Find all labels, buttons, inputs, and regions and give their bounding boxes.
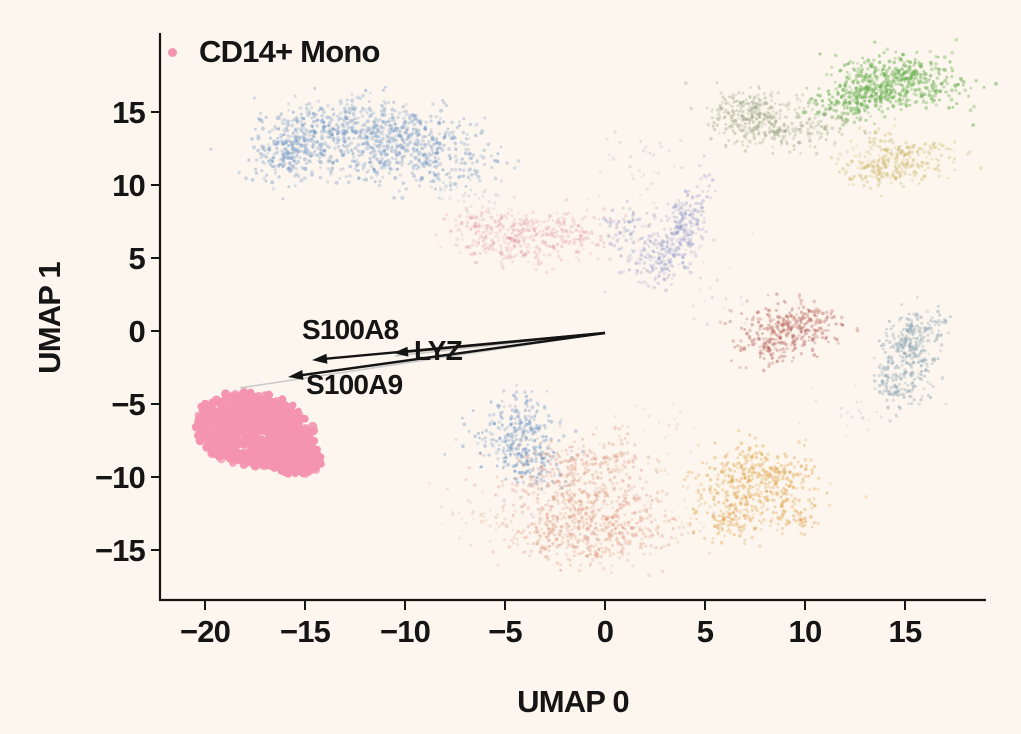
x-tick-label: 10 bbox=[789, 614, 822, 649]
tick-labels: −20 −15 −10 −5 0 5 10 15 −15 −10 −5 0 5 10 15 bbox=[95, 95, 923, 649]
y-tick-label: −15 bbox=[95, 533, 146, 568]
arrowhead-s100a9 bbox=[288, 370, 304, 380]
x-tick-label: −15 bbox=[280, 614, 331, 649]
cluster-slate-far-right bbox=[872, 296, 952, 423]
tick-marks bbox=[151, 111, 906, 610]
y-axis-label: UMAP 1 bbox=[32, 262, 67, 374]
y-tick-label: 10 bbox=[112, 168, 145, 203]
cluster-sage-upper bbox=[679, 81, 897, 156]
arrow-shaft-s100a9 bbox=[296, 331, 606, 377]
x-tick-label: −20 bbox=[180, 614, 230, 649]
arrowhead-s100a8 bbox=[312, 353, 328, 364]
y-tick-label: 5 bbox=[129, 241, 146, 276]
gene-label-s100a8: S100A8 bbox=[302, 314, 399, 345]
legend: CD14+ Mono bbox=[168, 34, 380, 70]
arrow-shaft-lyz bbox=[401, 331, 606, 354]
y-tick-label: 15 bbox=[112, 95, 145, 130]
legend-label-cd14-mono: CD14+ Mono bbox=[199, 34, 380, 69]
x-tick-label: −5 bbox=[488, 614, 522, 649]
gene-arrows bbox=[288, 331, 606, 380]
scatter-points bbox=[191, 38, 998, 578]
cluster-brick-right bbox=[718, 292, 860, 373]
gene-label-s100a9: S100A9 bbox=[306, 369, 403, 400]
gene-label-lyz: LYZ bbox=[414, 335, 463, 366]
legend-marker-cd14-mono bbox=[168, 47, 177, 57]
cluster-green-upper-right bbox=[801, 38, 998, 131]
cluster-outliers-cool bbox=[429, 130, 883, 438]
cluster-salmon-lower bbox=[446, 424, 712, 578]
y-tick-label: −10 bbox=[95, 460, 145, 495]
y-tick-label: 0 bbox=[129, 314, 145, 349]
x-tick-label: 5 bbox=[697, 614, 714, 649]
x-tick-label: 0 bbox=[597, 614, 613, 649]
cluster-khaki-right bbox=[829, 124, 983, 198]
cluster-rose-middle bbox=[434, 195, 640, 274]
cluster-blue-upper-left bbox=[209, 85, 521, 201]
cluster-orange-lower-right bbox=[663, 429, 868, 548]
cluster-lavender-middle bbox=[601, 154, 717, 294]
x-tick-label: 15 bbox=[889, 614, 922, 649]
y-tick-label: −5 bbox=[111, 387, 145, 422]
arrowhead-lyz bbox=[393, 346, 409, 357]
cluster-outliers-warm bbox=[427, 402, 733, 568]
cluster-cd14-mono bbox=[191, 387, 325, 478]
axis-spines bbox=[158, 33, 986, 602]
x-tick-label: −10 bbox=[380, 614, 430, 649]
cluster-blue-lower bbox=[443, 384, 585, 516]
x-axis-label: UMAP 0 bbox=[517, 684, 630, 719]
